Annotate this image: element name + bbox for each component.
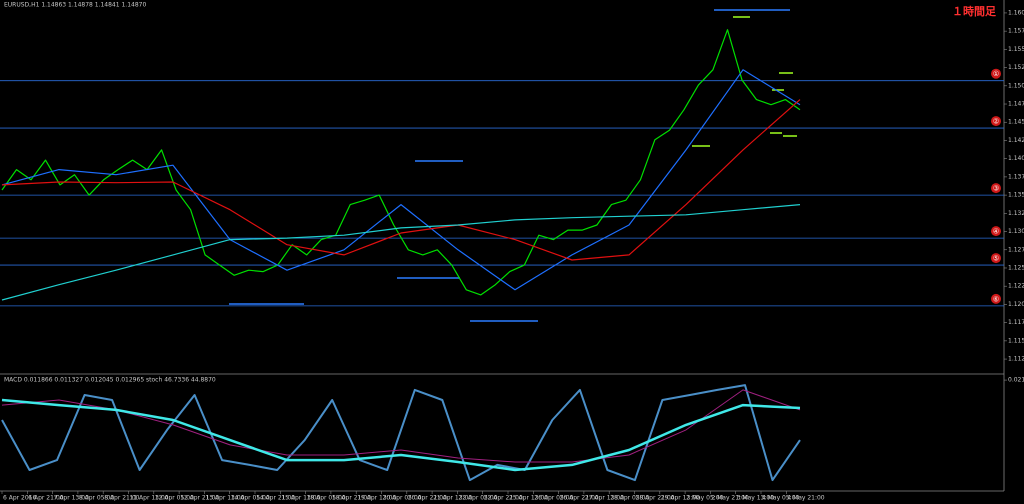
level-badge bbox=[991, 116, 1001, 127]
x-tick-label: 15 Apr 13:00 bbox=[281, 495, 320, 502]
x-tick-label: 22 Apr 21:00 bbox=[484, 495, 523, 502]
annotation-segments bbox=[229, 9, 797, 322]
x-tick-label: 12 Apr 05:00 bbox=[155, 495, 194, 502]
x-tick-label: 2 May 21:00 bbox=[711, 495, 749, 502]
x-tick-label: 25 Apr 13:00 bbox=[509, 495, 548, 502]
y-tick-label: 1.16000 bbox=[1008, 9, 1024, 16]
y-tick-label: 0.021170 bbox=[1008, 377, 1024, 384]
x-tick-label: 27 Apr 13:00 bbox=[585, 495, 624, 502]
indicator-header: MACD 0.011866 0.011327 0.012045 0.012965… bbox=[4, 377, 216, 384]
y-tick-label: 1.12750 bbox=[1008, 246, 1024, 253]
x-tick-label: 18 Apr 21:00 bbox=[332, 495, 371, 502]
chart-title: １時間足 bbox=[952, 4, 997, 18]
y-tick-label: 1.12000 bbox=[1008, 301, 1024, 308]
y-tick-label: 1.13750 bbox=[1008, 173, 1024, 180]
x-tick-label: 28 Apr 21:00 bbox=[636, 495, 675, 502]
y-tick-label: 1.14750 bbox=[1008, 101, 1024, 108]
series-line bbox=[1, 389, 801, 463]
x-tick-label: 12 Apr 21:00 bbox=[180, 495, 219, 502]
y-tick-label: 1.13250 bbox=[1008, 210, 1024, 217]
level-label: ⑤ bbox=[993, 255, 999, 263]
x-tick-label: 29 Apr 13:00 bbox=[661, 495, 700, 502]
level-badge bbox=[991, 226, 1001, 237]
x-tick-label: 21 Apr 13:00 bbox=[433, 495, 472, 502]
level-badge bbox=[991, 183, 1001, 194]
x-tick-label: 13 Apr 13:00 bbox=[205, 495, 244, 502]
level-label: ① bbox=[993, 70, 999, 78]
x-tick-label: 7 Apr 13:00 bbox=[54, 495, 89, 502]
y-tick-label: 1.13000 bbox=[1008, 228, 1024, 235]
x-tick-label: 18 Apr 05:00 bbox=[307, 495, 346, 502]
x-tick-label: 8 Apr 05:00 bbox=[79, 495, 114, 502]
x-tick-label: 14 Apr 21:00 bbox=[256, 495, 295, 502]
x-tick-label: 26 Apr 21:00 bbox=[560, 495, 599, 502]
x-tick-label: 26 Apr 05:00 bbox=[534, 495, 573, 502]
y-tick-label: 1.15250 bbox=[1008, 64, 1024, 71]
y-tick-label: 1.14500 bbox=[1008, 119, 1024, 126]
y-tick-label: 1.12500 bbox=[1008, 264, 1024, 271]
series-line bbox=[1, 384, 801, 482]
series-line bbox=[1, 398, 801, 472]
symbol-header: EURUSD,H1 1.14863 1.14878 1.14841 1.1487… bbox=[4, 2, 146, 9]
x-tick-label: 8 Apr 21:00 bbox=[104, 495, 139, 502]
level-badge bbox=[991, 68, 1001, 79]
series-line bbox=[1, 204, 801, 301]
x-tick-label: 3 May 13:00 bbox=[737, 495, 775, 502]
x-tick-label: 19 Apr 13:00 bbox=[357, 495, 396, 502]
x-tick-label: 4 May 05:00 bbox=[762, 495, 800, 502]
x-tick-label: 4 May 21:00 bbox=[787, 495, 825, 502]
y-tick-label: 1.15500 bbox=[1008, 46, 1024, 53]
x-tick-label: 2 May 05:00 bbox=[686, 495, 724, 502]
level-badge bbox=[991, 293, 1001, 304]
y-tick-label: 1.11500 bbox=[1008, 337, 1024, 344]
level-label: ② bbox=[993, 118, 999, 126]
series-line bbox=[1, 99, 801, 261]
x-tick-label: 28 Apr 05:00 bbox=[610, 495, 649, 502]
x-tick-label: 20 Apr 21:00 bbox=[408, 495, 447, 502]
level-label: ⑥ bbox=[993, 295, 999, 303]
y-tick-label: 1.15000 bbox=[1008, 82, 1024, 89]
x-tick-label: 20 Apr 05:00 bbox=[383, 495, 422, 502]
x-tick-label: 6 Apr 2016 bbox=[3, 495, 36, 502]
y-tick-label: 1.14000 bbox=[1008, 155, 1024, 162]
x-tick-label: 22 Apr 05:00 bbox=[458, 495, 497, 502]
level-label: ③ bbox=[993, 185, 999, 193]
series-line bbox=[1, 29, 801, 296]
y-tick-label: 1.15750 bbox=[1008, 28, 1024, 35]
level-badge bbox=[991, 253, 1001, 264]
x-tick-label: 6 Apr 21:00 bbox=[28, 495, 63, 502]
x-tick-label: 14 Apr 05:00 bbox=[231, 495, 270, 502]
y-tick-label: 1.14250 bbox=[1008, 137, 1024, 144]
x-tick-label: 11 Apr 13:00 bbox=[130, 495, 169, 502]
y-tick-label: 1.11250 bbox=[1008, 356, 1024, 363]
series-line bbox=[1, 69, 801, 291]
y-tick-label: 1.13500 bbox=[1008, 192, 1024, 199]
y-tick-label: 1.11750 bbox=[1008, 319, 1024, 326]
level-label: ④ bbox=[993, 228, 999, 236]
y-tick-label: 1.12250 bbox=[1008, 283, 1024, 290]
